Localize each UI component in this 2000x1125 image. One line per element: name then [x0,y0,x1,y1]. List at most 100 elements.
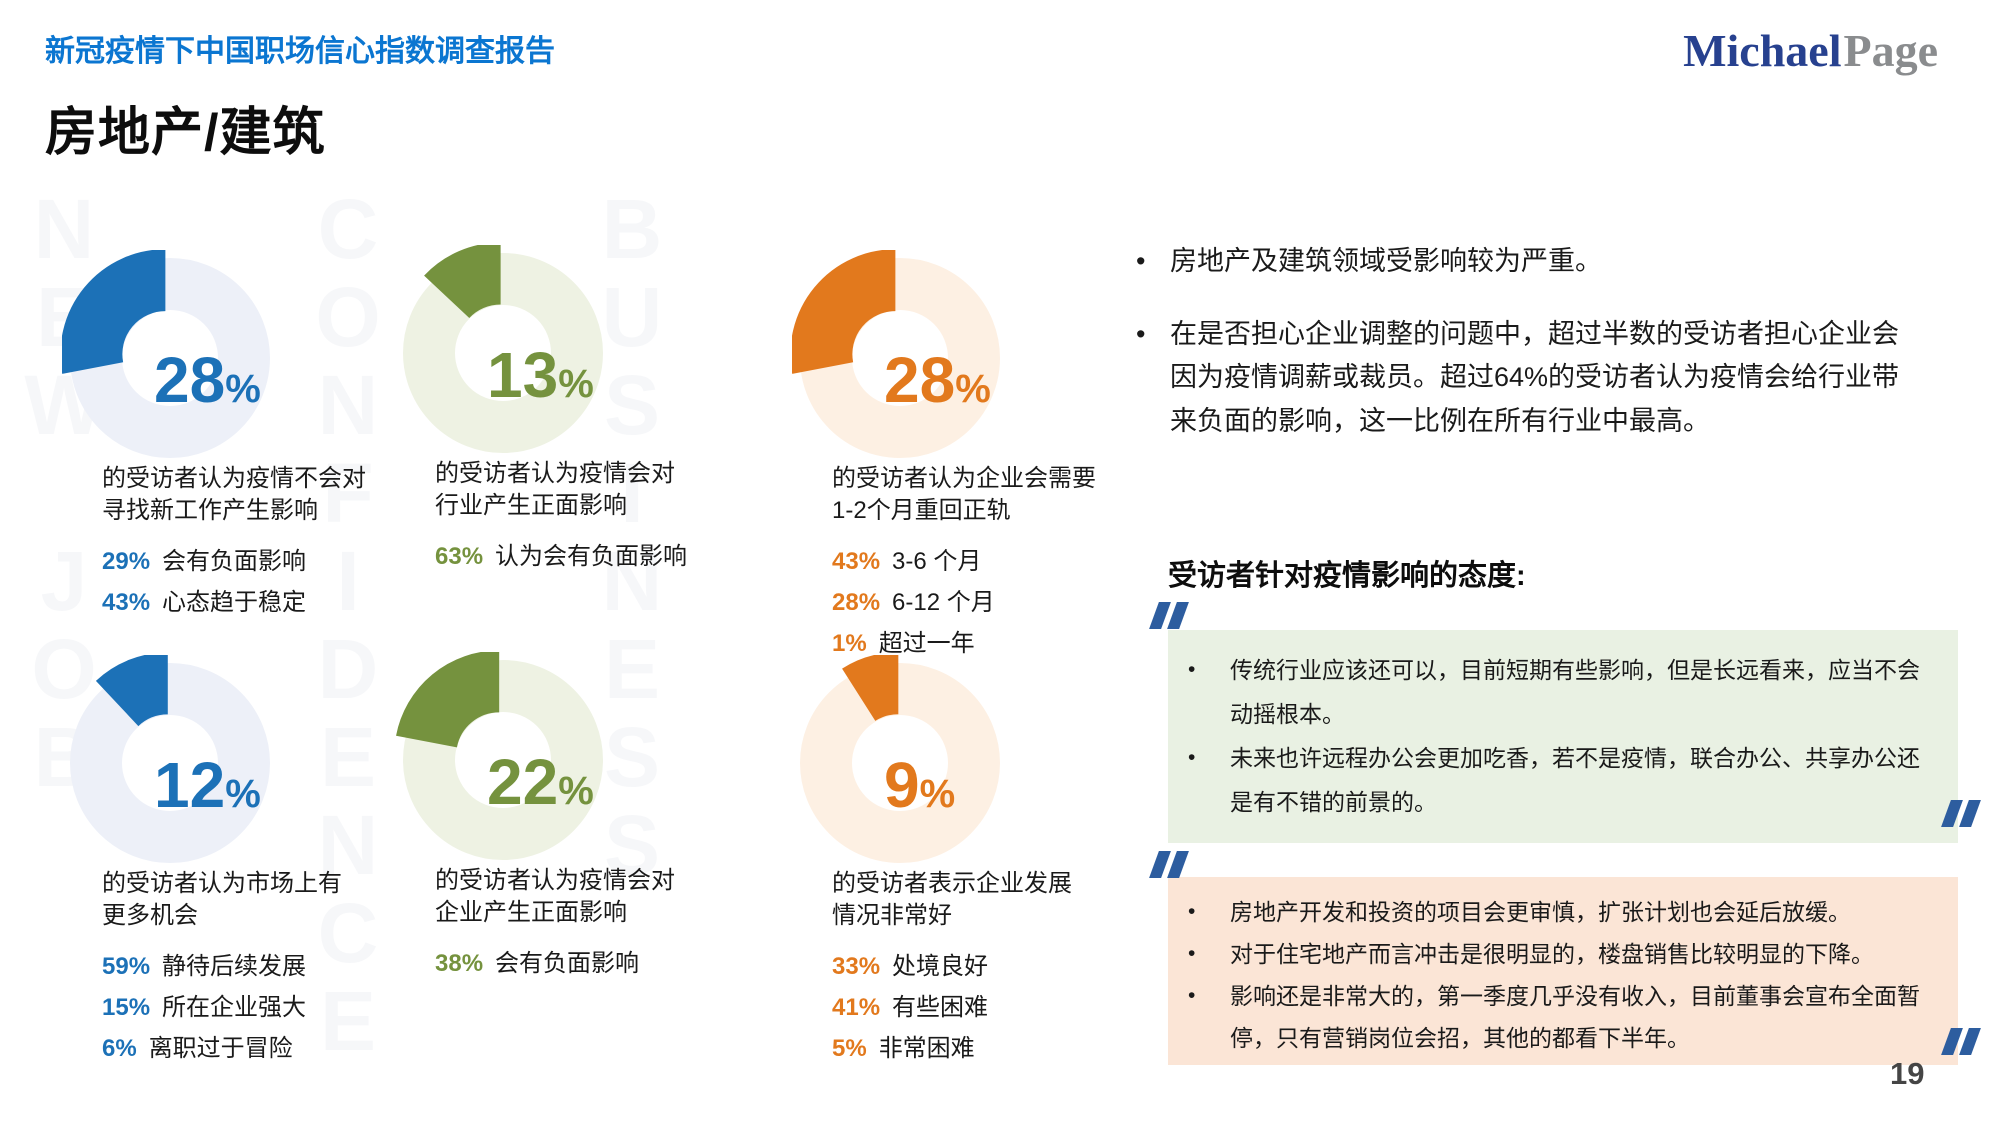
chart-stats: 59% 静待后续发展 15% 所在企业强大 6% 离职过于冒险 [102,946,397,1069]
stat-percent: 63% [435,543,484,570]
donut-svg [70,652,270,863]
stat-label: 非常困难 [878,1035,975,1062]
stat-label: 心态趋于稳定 [162,589,307,616]
donut-ring [403,253,603,453]
percent-sign: % [558,362,594,406]
chart-description: 的受访者认为市场上有 更多机会 [102,870,342,929]
stat-percent: 59% [102,953,151,980]
stat-label: 6-12 个月 [892,589,995,616]
chart-description: 的受访者认为疫情不会对 寻找新工作产生影响 [102,465,366,524]
stat-row: 1% 超过一年 [832,623,1127,664]
stat-percent: 33% [832,953,881,980]
stat-percent: 28% [832,589,881,616]
donut-chart: 13% [395,242,610,460]
stat-label: 处境良好 [892,953,989,980]
donut-svg [60,249,270,458]
quote-open-icon [1149,851,1190,878]
page-number: 19 [1890,1056,1925,1091]
stat-percent: 5% [832,1035,867,1062]
donut-ring [403,660,603,860]
donut-svg [403,242,603,453]
orange-quote-list: 房地产开发和投资的项目会更审慎，扩张计划也会延后放缓。 对于住宅地产而言冲击是很… [1168,891,1932,1059]
percent-sign: % [225,772,261,816]
orange-quote-section: 房地产开发和投资的项目会更审慎，扩张计划也会延后放缓。 对于住宅地产而言冲击是很… [1149,851,1981,1065]
stat-percent: 38% [435,950,484,977]
stat-row: 15% 所在企业强大 [102,987,397,1028]
donut-wedge [424,242,502,320]
percentage-label: 22% [487,750,594,814]
chart-cell-1: 28% 的受访者认为疫情不会对 寻找新工作产生影响 29% 会有负面影响 43% 心态趋于… [60,249,397,623]
report-title: 新冠疫情下中国职场信心指数调查报告 [45,35,555,68]
quote-item: 影响还是非常大的，第一季度几乎没有收入，目前董事会宣布全面暂停，只有营销岗位会招… [1168,975,1932,1059]
stat-percent: 43% [832,548,881,575]
stat-row: 5% 非常困难 [832,1028,1127,1069]
stat-percent: 29% [102,548,151,575]
summary-bullet: 房地产及建筑领域受影响较为严重。 [1132,240,1902,283]
stat-percent: 1% [832,630,867,657]
percentage-value: 28 [154,344,226,416]
stat-row: 6% 离职过于冒险 [102,1028,397,1069]
attitude-heading: 受访者针对疫情影响的态度: [1168,560,1526,592]
chart-description: 的受访者认为企业会需要 1-2个月重回正轨 [832,465,1096,524]
chart-stats: 38% 会有负面影响 [435,943,730,984]
green-quote-box: 传统行业应该还可以，目前短期有些影响，但是长远看来，应当不会动摇根本。 未来也许… [1168,630,1958,843]
donut-wedge [95,652,170,728]
green-quote-section: 传统行业应该还可以，目前短期有些影响，但是长远看来，应当不会动摇根本。 未来也许… [1149,602,1981,843]
chart-stats: 63% 认为会有负面影响 [435,536,730,577]
stat-percent: 43% [102,589,151,616]
stat-label: 认为会有负面影响 [495,543,688,570]
page-title: 房地产/建筑 [45,104,326,162]
chart-description: 的受访者认为疫情会对 行业产生正面影响 [435,460,675,519]
percentage-label: 28% [884,348,991,412]
stat-label: 会有负面影响 [495,950,640,977]
chart-description: 的受访者认为疫情会对 企业产生正面影响 [435,867,675,926]
stat-label: 会有负面影响 [162,548,307,575]
donut-ring [800,663,1000,863]
stat-label: 离职过于冒险 [148,1035,293,1062]
quote-item: 传统行业应该还可以，目前短期有些影响，但是长远看来，应当不会动摇根本。 [1168,648,1932,736]
stat-row: 29% 会有负面影响 [102,541,397,582]
donut-chart: 28% [60,249,277,465]
donut-svg [790,249,1000,458]
green-quote-list: 传统行业应该还可以，目前短期有些影响，但是长远看来，应当不会动摇根本。 未来也许… [1168,648,1932,824]
donut-chart: 22% [395,650,610,867]
donut-wedge [842,652,900,722]
stat-label: 超过一年 [878,630,975,657]
summary-bullet: 在是否担心企业调整的问题中，超过半数的受访者担心企业会因为疫情调薪或裁员。超过6… [1132,313,1902,443]
chart-cell-5: 22% 的受访者认为疫情会对 企业产生正面影响 38% 会有负面影响 [395,650,730,984]
orange-quote-box: 房地产开发和投资的项目会更审慎，扩张计划也会延后放缓。 对于住宅地产而言冲击是很… [1168,877,1958,1065]
quote-item: 未来也许远程办公会更加吃香，若不是疫情，联合办公、共享办公还是有不错的前景的。 [1168,736,1932,824]
donut-wedge [790,249,897,374]
percentage-value: 13 [487,339,559,411]
stat-percent: 41% [832,994,881,1021]
stat-label: 3-6 个月 [892,548,982,575]
chart-cell-6: 9% 的受访者表示企业发展 情况非常好 33% 处境良好 41% 有些困难 5% 非常困难 [792,652,1127,1069]
watermark-confidence: CONFIDENCE [301,182,395,1062]
logo-page: Page [1843,25,1938,76]
donut-svg [800,652,1000,863]
stat-row: 63% 认为会有负面影响 [435,536,730,577]
percentage-label: 12% [154,753,261,817]
donut-chart: 9% [792,652,1007,870]
stat-percent: 15% [102,994,151,1021]
percentage-value: 22 [487,746,559,818]
stat-row: 59% 静待后续发展 [102,946,397,987]
percent-sign: % [955,367,991,411]
chart-stats: 43% 3-6 个月 28% 6-12 个月 1% 超过一年 [832,541,1127,664]
stat-label: 所在企业强大 [162,994,307,1021]
percentage-value: 28 [884,344,956,416]
percentage-label: 28% [154,348,261,412]
stat-percent: 6% [102,1035,137,1062]
stat-row: 43% 3-6 个月 [832,541,1127,582]
stat-row: 28% 6-12 个月 [832,582,1127,623]
chart-stats: 33% 处境良好 41% 有些困难 5% 非常困难 [832,946,1127,1069]
stat-row: 41% 有些困难 [832,987,1127,1028]
chart-cell-3: 28% 的受访者认为企业会需要 1-2个月重回正轨 43% 3-6 个月 28% 6-12… [790,249,1127,664]
donut-chart: 12% [62,652,277,870]
percent-sign: % [225,367,261,411]
quote-close-icon [1941,800,1982,827]
donut-wedge [60,249,167,374]
percent-sign: % [919,772,956,816]
